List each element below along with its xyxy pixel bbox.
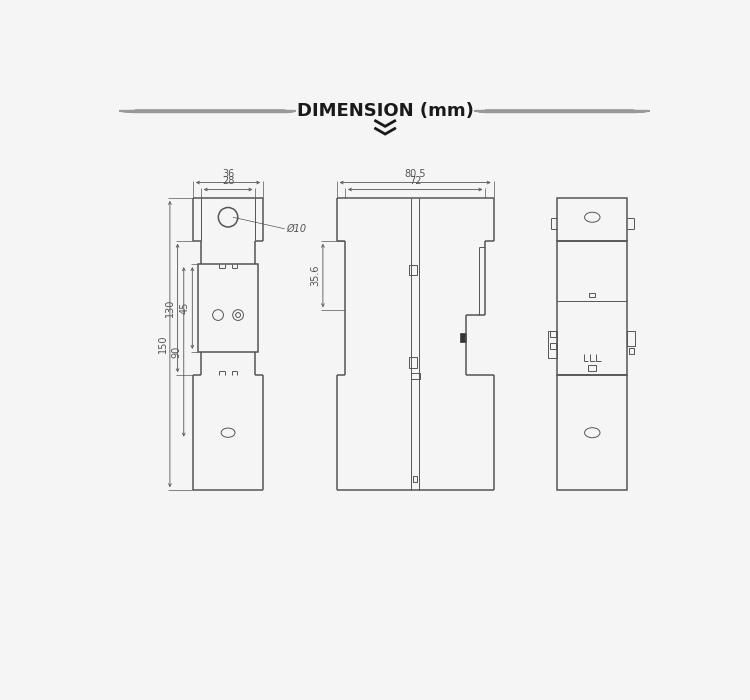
Bar (627, 331, 635, 346)
Text: 130: 130 (165, 299, 176, 317)
Bar (557, 375, 627, 490)
Text: 36: 36 (222, 169, 234, 179)
Bar (409, 357, 417, 368)
Text: 80.5: 80.5 (404, 169, 426, 179)
Text: 90: 90 (172, 346, 182, 358)
Text: 28: 28 (222, 176, 234, 186)
Bar (557, 241, 627, 375)
Bar (199, 264, 258, 352)
Bar (589, 365, 596, 372)
Bar (413, 476, 418, 482)
Bar (410, 373, 420, 379)
Bar (460, 332, 466, 342)
Bar (629, 348, 634, 354)
Bar (557, 198, 627, 241)
Text: 72: 72 (409, 176, 422, 186)
Text: 35.6: 35.6 (310, 265, 320, 286)
Bar (548, 331, 557, 358)
Bar (550, 331, 556, 337)
Text: Ø10: Ø10 (286, 224, 306, 234)
Bar (590, 293, 596, 297)
Bar (409, 265, 417, 276)
Text: DIMENSION (mm): DIMENSION (mm) (297, 102, 473, 120)
Text: 45: 45 (180, 302, 190, 314)
Bar (550, 343, 556, 349)
Text: 150: 150 (158, 335, 167, 354)
